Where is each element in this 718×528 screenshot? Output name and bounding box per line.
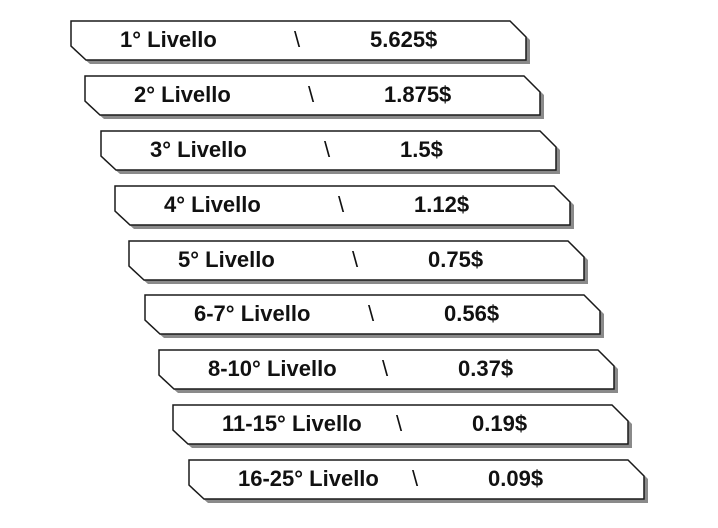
reward-amount: 1.5$ bbox=[400, 137, 443, 162]
level-row-7: 8-10° Livello \ 0.37$ bbox=[158, 349, 618, 393]
reward-amount: 1.875$ bbox=[384, 82, 452, 107]
level-label: 4° Livello bbox=[164, 192, 261, 217]
separator: \ bbox=[352, 247, 359, 272]
reward-amount: 0.56$ bbox=[444, 301, 500, 326]
level-row-9: 16-25° Livello \ 0.09$ bbox=[188, 459, 648, 503]
level-row-2: 2° Livello \ 1.875$ bbox=[84, 75, 544, 119]
row-plate bbox=[100, 130, 560, 174]
separator: \ bbox=[412, 466, 419, 491]
separator: \ bbox=[368, 301, 375, 326]
row-plate bbox=[144, 294, 604, 338]
separator: \ bbox=[396, 411, 403, 436]
separator: \ bbox=[324, 137, 331, 162]
separator: \ bbox=[338, 192, 345, 217]
level-label: 16-25° Livello bbox=[238, 466, 379, 491]
level-label: 2° Livello bbox=[134, 82, 231, 107]
row-plate bbox=[114, 185, 574, 229]
reward-amount: 5.625$ bbox=[370, 27, 438, 52]
level-row-4: 4° Livello \ 1.12$ bbox=[114, 185, 574, 229]
separator: \ bbox=[308, 82, 315, 107]
level-label: 11-15° Livello bbox=[222, 411, 362, 436]
level-label: 5° Livello bbox=[178, 247, 275, 272]
level-row-8: 11-15° Livello \ 0.19$ bbox=[172, 404, 632, 448]
level-label: 3° Livello bbox=[150, 137, 247, 162]
reward-amount: 1.12$ bbox=[414, 192, 470, 217]
reward-amount: 0.09$ bbox=[488, 466, 544, 491]
row-plate bbox=[70, 20, 530, 64]
row-plate bbox=[84, 75, 544, 119]
level-label: 8-10° Livello bbox=[208, 356, 337, 381]
level-label: 1° Livello bbox=[120, 27, 217, 52]
level-label: 6-7° Livello bbox=[194, 301, 311, 326]
level-row-1: 1° Livello \ 5.625$ bbox=[70, 20, 530, 64]
separator: \ bbox=[294, 27, 301, 52]
row-plate bbox=[128, 240, 588, 284]
row-plate bbox=[172, 404, 632, 448]
row-plate bbox=[188, 459, 648, 503]
level-row-3: 3° Livello \ 1.5$ bbox=[100, 130, 560, 174]
level-row-6: 6-7° Livello \ 0.56$ bbox=[144, 294, 604, 338]
level-row-5: 5° Livello \ 0.75$ bbox=[128, 240, 588, 284]
reward-amount: 0.37$ bbox=[458, 356, 514, 381]
separator: \ bbox=[382, 356, 389, 381]
row-plate bbox=[158, 349, 618, 393]
reward-amount: 0.19$ bbox=[472, 411, 528, 436]
reward-amount: 0.75$ bbox=[428, 247, 484, 272]
